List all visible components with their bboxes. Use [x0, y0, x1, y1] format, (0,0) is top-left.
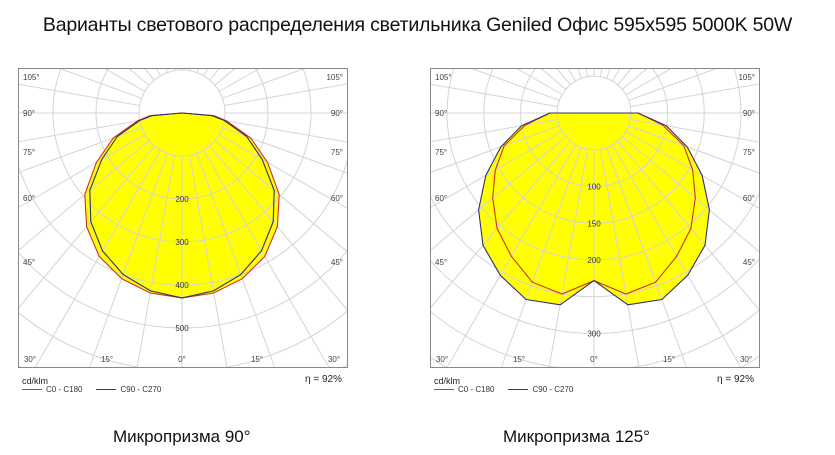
- svg-text:300: 300: [175, 238, 189, 247]
- svg-text:90°: 90°: [331, 109, 343, 118]
- unit-label: cd/klm: [22, 376, 49, 386]
- legend-label: C90 - C270: [120, 385, 162, 394]
- caption-right: Микропризма 125°: [503, 427, 650, 446]
- svg-text:105°: 105°: [23, 73, 40, 82]
- svg-text:60°: 60°: [23, 194, 35, 203]
- legend-line-red: [434, 389, 454, 390]
- legend: C0 - C180 C90 - C270: [434, 385, 573, 394]
- page-title: Варианты светового распределения светиль…: [42, 14, 793, 36]
- efficiency-label: η = 92%: [717, 374, 754, 385]
- legend-label: C0 - C180: [458, 385, 495, 394]
- legend-label: C0 - C180: [46, 385, 83, 394]
- polar-plot: 200 300 400 500 105° 105° 90° 90° 75° 75° 60° 60° 45…: [18, 68, 348, 368]
- svg-text:45°: 45°: [331, 258, 343, 267]
- legend: C0 - C180 C90 - C270: [22, 385, 161, 394]
- legend-line-red: [22, 389, 42, 390]
- svg-text:30°: 30°: [24, 355, 36, 364]
- svg-text:500: 500: [175, 324, 189, 333]
- svg-text:75°: 75°: [331, 148, 343, 157]
- caption-left: Микропризма 90°: [113, 427, 251, 446]
- svg-text:300: 300: [587, 330, 601, 339]
- svg-text:15°: 15°: [101, 355, 113, 364]
- legend-line-blue: [508, 389, 529, 390]
- svg-text:100: 100: [587, 183, 601, 192]
- polar-chart-90: 200 300 400 500 105° 105° 90° 90° 75° 75° 60° 60° 45…: [18, 68, 348, 368]
- svg-text:60°: 60°: [435, 194, 447, 203]
- unit-label: cd/klm: [434, 376, 461, 386]
- svg-text:60°: 60°: [331, 194, 343, 203]
- svg-text:15°: 15°: [251, 355, 263, 364]
- svg-text:75°: 75°: [435, 148, 447, 157]
- svg-text:150: 150: [587, 219, 601, 228]
- svg-text:105°: 105°: [435, 73, 452, 82]
- svg-text:90°: 90°: [435, 109, 447, 118]
- svg-text:45°: 45°: [23, 258, 35, 267]
- svg-text:60°: 60°: [743, 194, 755, 203]
- legend-line-blue: [96, 389, 117, 390]
- svg-text:30°: 30°: [740, 355, 752, 364]
- svg-text:75°: 75°: [23, 148, 35, 157]
- svg-text:15°: 15°: [513, 355, 525, 364]
- svg-text:200: 200: [587, 256, 601, 265]
- polar-chart-125: 100 150 200 300 105° 105° 90° 90° 75° 75° 60° 60° 45…: [430, 68, 760, 368]
- svg-text:75°: 75°: [743, 148, 755, 157]
- svg-text:30°: 30°: [328, 355, 340, 364]
- svg-text:45°: 45°: [435, 258, 447, 267]
- legend-label: C90 - C270: [532, 385, 574, 394]
- polar-plot: 100 150 200 300 105° 105° 90° 90° 75° 75° 60° 60° 45…: [430, 68, 760, 368]
- svg-text:30°: 30°: [436, 355, 448, 364]
- svg-text:0°: 0°: [590, 355, 598, 364]
- svg-text:105°: 105°: [326, 73, 343, 82]
- svg-text:400: 400: [175, 281, 189, 290]
- svg-text:15°: 15°: [663, 355, 675, 364]
- svg-text:0°: 0°: [178, 355, 186, 364]
- svg-text:45°: 45°: [743, 258, 755, 267]
- efficiency-label: η = 92%: [305, 374, 342, 385]
- svg-text:200: 200: [175, 195, 189, 204]
- svg-text:105°: 105°: [738, 73, 755, 82]
- svg-text:90°: 90°: [23, 109, 35, 118]
- svg-text:90°: 90°: [743, 109, 755, 118]
